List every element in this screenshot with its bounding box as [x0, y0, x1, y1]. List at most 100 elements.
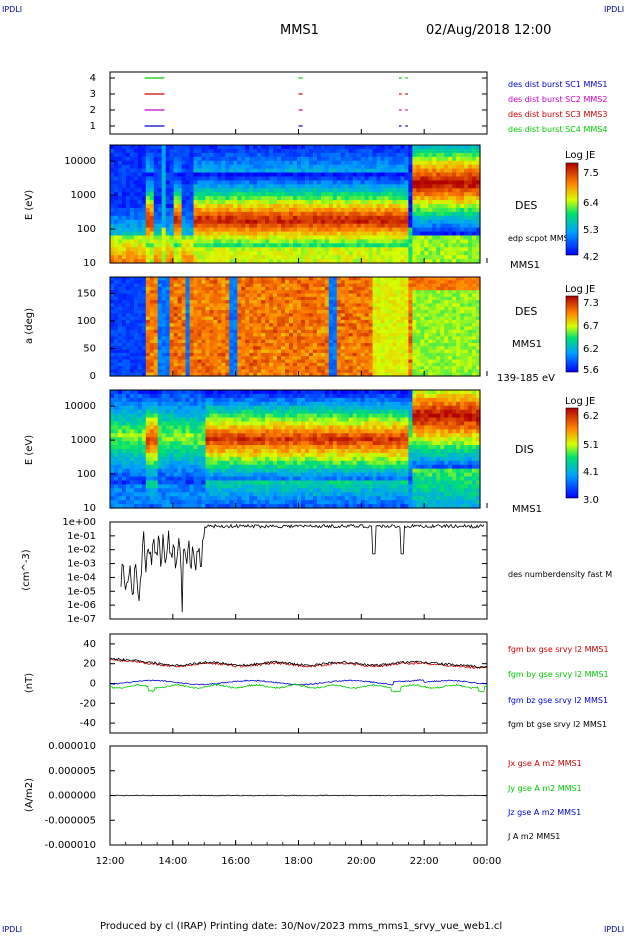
spectrogram-cell: [464, 239, 469, 244]
spectrogram-cell: [297, 196, 302, 201]
spectrogram-cell: [385, 232, 390, 237]
spectrogram-cell: [404, 247, 409, 252]
spectrogram-cell: [305, 165, 310, 170]
spectrogram-cell: [420, 228, 425, 233]
spectrogram-cell: [261, 153, 266, 158]
spectrogram-cell: [388, 216, 393, 221]
spectrogram-cell: [381, 176, 386, 181]
spectrogram-cell: [440, 224, 445, 229]
spectrogram-cell: [122, 180, 127, 185]
spectrogram-cell: [345, 251, 350, 256]
spectrogram-cell: [158, 169, 163, 174]
spectrogram-cell: [198, 204, 203, 209]
spectrogram-cell: [325, 220, 330, 225]
spectrogram-cell: [305, 180, 310, 185]
spectrogram-cell: [408, 243, 413, 248]
spectrogram-cell: [424, 208, 429, 213]
spectrogram-cell: [289, 145, 294, 150]
spectrogram-cell: [273, 192, 278, 197]
spectrogram-cell: [245, 180, 250, 185]
spectrogram-cell: [114, 149, 119, 154]
spectrogram-cell: [265, 216, 270, 221]
spectrogram-cell: [392, 212, 397, 217]
spectrogram-cell: [365, 180, 370, 185]
spectrogram-cell: [297, 145, 302, 150]
spectrogram-cell: [353, 243, 358, 248]
spectrogram-cell: [154, 251, 159, 256]
spectrogram-cell: [146, 145, 151, 150]
spectrogram-cell: [225, 220, 230, 225]
spectrogram-cell: [317, 161, 322, 166]
y-tick-label: 10: [83, 258, 96, 269]
spectrogram-cell: [162, 153, 167, 158]
spectrogram-cell: [432, 153, 437, 158]
spectrogram-cell: [416, 200, 421, 205]
spectrogram-cell: [150, 200, 155, 205]
spectrogram-cell: [217, 228, 222, 233]
spectrogram-cell: [150, 228, 155, 233]
spectrogram-cell: [281, 149, 286, 154]
spectrogram-cell: [205, 176, 210, 181]
spectrogram-cell: [194, 149, 199, 154]
spectrogram-cell: [130, 149, 135, 154]
spectrogram-cell: [468, 228, 473, 233]
spectrogram-cell: [464, 188, 469, 193]
spectrogram-cell: [404, 188, 409, 193]
spectrogram-cell: [110, 243, 115, 248]
spectrogram-cell: [337, 235, 342, 240]
spectrogram-cell: [381, 169, 386, 174]
spectrogram-cell: [289, 196, 294, 201]
spectrogram-cell: [122, 165, 127, 170]
spectrogram-cell: [377, 180, 382, 185]
spectrogram-cell: [337, 212, 342, 217]
spectrogram-cell: [154, 200, 159, 205]
spectrogram-cell: [213, 255, 218, 260]
spectrogram-cell: [122, 176, 127, 181]
spectrogram-cell: [237, 149, 242, 154]
spectrogram-cell: [361, 196, 366, 201]
spectrogram-cell: [385, 180, 390, 185]
spectrogram-cell: [313, 224, 318, 229]
spectrogram-cell: [385, 192, 390, 197]
spectrogram-cell: [114, 173, 119, 178]
spectrogram-cell: [237, 232, 242, 237]
spectrogram-cell: [273, 212, 278, 217]
spectrogram-cell: [464, 173, 469, 178]
spectrogram-cell: [333, 149, 338, 154]
spectrogram-cell: [337, 251, 342, 256]
spectrogram-cell: [158, 235, 163, 240]
spectrogram-cell: [277, 180, 282, 185]
spectrogram-cell: [146, 165, 151, 170]
spectrogram-cell: [329, 224, 334, 229]
spectrogram-cell: [126, 180, 131, 185]
spectrogram-cell: [369, 251, 374, 256]
spectrogram-cell: [349, 212, 354, 217]
spectrogram-cell: [241, 204, 246, 209]
spectrogram-cell: [190, 208, 195, 213]
spectrogram-cell: [134, 176, 139, 181]
spectrogram-cell: [353, 224, 358, 229]
spectrogram-cell: [126, 165, 131, 170]
spectrogram-cell: [221, 220, 226, 225]
spectrogram-cell: [126, 176, 131, 181]
spectrogram-cell: [209, 228, 214, 233]
spectrogram-cell: [174, 239, 179, 244]
spectrogram-cell: [174, 176, 179, 181]
spectrogram-cell: [150, 157, 155, 162]
spectrogram-cell: [154, 184, 159, 189]
spectrogram-cell: [385, 153, 390, 158]
spectrogram-cell: [464, 157, 469, 162]
spectrogram-cell: [408, 188, 413, 193]
spectrogram-cell: [114, 247, 119, 252]
spectrogram-cell: [456, 196, 461, 201]
spectrogram-cell: [357, 208, 362, 213]
spectrogram-cell: [221, 180, 226, 185]
spectrogram-cell: [388, 255, 393, 260]
spectrogram-cell: [436, 149, 441, 154]
spectrogram-cell: [225, 212, 230, 217]
spectrogram-cell: [365, 232, 370, 237]
spectrogram-cell: [249, 200, 254, 205]
spectrogram-cell: [249, 169, 254, 174]
spectrogram-cell: [130, 165, 135, 170]
spectrogram-cell: [182, 212, 187, 217]
